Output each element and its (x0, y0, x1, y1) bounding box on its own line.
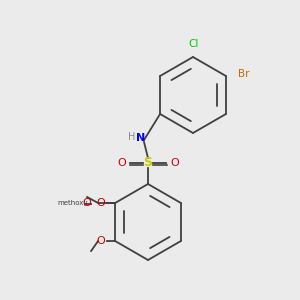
Text: methoxy: methoxy (58, 200, 88, 206)
Text: O: O (82, 198, 91, 208)
Text: O: O (117, 158, 126, 168)
Text: S: S (143, 157, 152, 169)
Text: O: O (96, 198, 105, 208)
Text: Br: Br (238, 69, 249, 79)
Text: O: O (96, 236, 105, 246)
Text: H: H (128, 132, 135, 142)
Text: N: N (136, 133, 146, 143)
Text: Cl: Cl (189, 39, 199, 49)
Text: O: O (170, 158, 179, 168)
